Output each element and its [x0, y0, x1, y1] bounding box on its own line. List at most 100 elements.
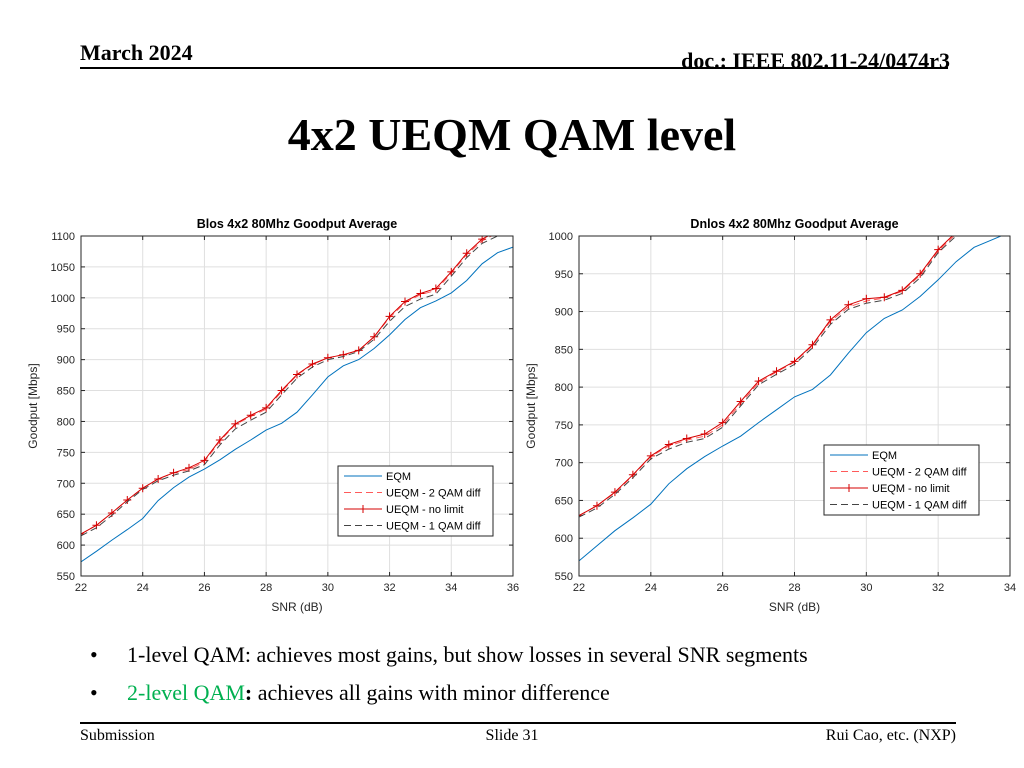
data-point-marker	[664, 440, 673, 449]
footer-slide-number: Slide 31	[485, 727, 539, 744]
data-point-marker	[736, 397, 745, 406]
y-tick-label: 800	[57, 416, 75, 428]
chart-title: Blos 4x2 80Mhz Goodput Average	[197, 217, 398, 231]
data-point-marker	[970, 223, 978, 231]
x-tick-label: 28	[260, 582, 272, 594]
y-tick-label: 750	[555, 420, 573, 432]
bullet-highlight: 2-level QAM	[127, 680, 245, 705]
data-point-marker	[880, 293, 889, 302]
data-point-marker	[401, 297, 409, 306]
x-tick-label: 34	[445, 582, 457, 594]
data-point-marker	[862, 294, 871, 303]
header-rule	[80, 67, 948, 69]
data-point-marker	[293, 370, 301, 379]
x-tick-label: 36	[507, 582, 519, 594]
y-tick-label: 850	[57, 386, 75, 398]
data-point-marker	[447, 267, 456, 276]
y-tick-label: 1000	[549, 231, 573, 243]
data-point-marker	[509, 225, 517, 233]
legend-label: UEQM - 2 QAM diff	[386, 488, 481, 500]
x-axis-label: SNR (dB)	[769, 600, 820, 614]
x-tick-label: 26	[198, 582, 210, 594]
header-date: March 2024	[80, 40, 193, 65]
legend-label: UEQM - 2 QAM diff	[872, 467, 967, 479]
data-point-marker	[323, 353, 332, 362]
bullet-text: achieves all gains with minor difference	[252, 680, 610, 705]
data-point-marker	[231, 419, 240, 428]
data-point-marker	[955, 236, 957, 237]
legend-label: UEQM - 1 QAM diff	[386, 521, 481, 533]
data-point-marker	[200, 456, 209, 465]
footer-rule	[80, 722, 956, 724]
y-tick-label: 700	[57, 478, 75, 490]
header-doc-id: doc.: IEEE 802.11-24/0474r3	[681, 48, 950, 73]
y-tick-label: 950	[57, 324, 75, 336]
x-tick-label: 30	[322, 582, 334, 594]
data-point-marker	[1006, 216, 1014, 224]
data-point-marker	[462, 249, 471, 258]
series-group	[81, 225, 517, 563]
y-tick-label: 950	[555, 269, 573, 281]
bullet-item: • 1-level QAM: achieves most gains, but …	[90, 640, 808, 678]
data-point-marker	[682, 434, 691, 443]
bullet-dot-icon: •	[90, 680, 98, 705]
data-point-marker	[754, 377, 763, 386]
legend-marker	[845, 484, 853, 492]
x-tick-label: 32	[383, 582, 395, 594]
data-point-marker	[431, 284, 440, 293]
x-tick-label: 24	[137, 582, 149, 594]
x-tick-label: 32	[932, 582, 944, 594]
data-point-marker	[262, 403, 271, 412]
chart-blos-goodput: 22 24 26 28 30 32 34 36 550 600 650 700 750 800 850 900…	[26, 217, 519, 614]
y-tick-label: 900	[555, 307, 573, 319]
x-tick-label: 22	[573, 582, 585, 594]
legend-marker	[359, 505, 367, 513]
legend-box	[337, 465, 494, 537]
data-point-marker	[718, 418, 727, 427]
bullet-text: 1-level QAM: achieves most gains, but sh…	[127, 642, 808, 667]
slide-title: 4x2 UEQM QAM level	[287, 109, 737, 160]
legend: EQM UEQM - 2 QAM diff UEQM - no limit UEQM …	[823, 444, 980, 516]
y-axis-label: Goodput [Mbps]	[26, 363, 40, 448]
y-axis-label: Goodput [Mbps]	[524, 363, 538, 448]
y-tick-label: 850	[555, 344, 573, 356]
legend-label: UEQM - no limit	[872, 483, 950, 495]
legend-label: EQM	[386, 471, 411, 483]
y-tick-label: 700	[555, 458, 573, 470]
x-tick-label: 30	[860, 582, 872, 594]
y-tick-label: 600	[57, 540, 75, 552]
legend-label: UEQM - no limit	[386, 504, 464, 516]
y-tick-label: 1050	[51, 262, 75, 274]
series-line-0	[81, 246, 513, 563]
series-line-0	[579, 236, 1003, 562]
data-point-marker	[154, 474, 163, 483]
y-tick-label: 900	[57, 355, 75, 367]
data-point-marker	[844, 300, 853, 309]
chart-dnlos-goodput: 22 24 26 28 30 32 34 550 600 650 700 750 800 850 900 95…	[524, 216, 1016, 614]
data-point-marker	[277, 386, 286, 395]
y-tick-label: 650	[57, 509, 75, 521]
y-tick-label: 750	[57, 447, 75, 459]
data-point-marker	[934, 245, 943, 254]
y-tick-label: 550	[57, 571, 75, 583]
data-point-marker	[215, 436, 224, 444]
x-tick-label: 34	[1004, 582, 1016, 594]
bullet-separator: :	[244, 680, 253, 705]
bullet-item: • 2-level QAM: achieves all gains with m…	[90, 678, 808, 716]
y-tick-label: 600	[555, 533, 573, 545]
data-point-marker	[700, 429, 709, 438]
data-point-marker	[494, 227, 502, 235]
footer-author: Rui Cao, etc. (NXP)	[825, 727, 956, 744]
x-tick-label: 24	[645, 582, 657, 594]
data-point-marker	[354, 346, 363, 355]
legend-box	[823, 444, 980, 516]
axes-frame	[80, 235, 514, 577]
legend-label: UEQM - 1 QAM diff	[872, 500, 967, 512]
bullet-dot-icon: •	[90, 642, 98, 667]
y-tick-label: 800	[555, 382, 573, 394]
series-group	[579, 216, 1014, 562]
x-tick-label: 28	[788, 582, 800, 594]
y-tick-label: 1000	[51, 293, 75, 305]
y-tick-label: 1100	[51, 231, 75, 243]
bullet-list: • 1-level QAM: achieves most gains, but …	[90, 640, 808, 716]
